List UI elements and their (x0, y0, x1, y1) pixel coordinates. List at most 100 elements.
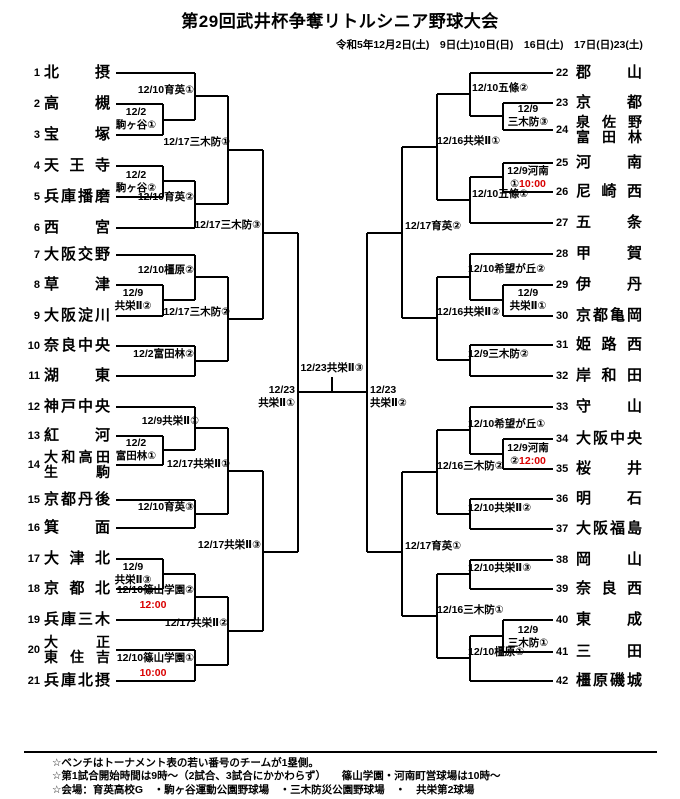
team-number: 11 (28, 370, 40, 382)
tournament-dates: 令和5年12月2日(土) 9日(土)10日(日) 16日(土) 17日(日)23… (336, 39, 643, 51)
team-name: 大正東住吉 (44, 634, 110, 665)
team-number: 35 (556, 463, 569, 475)
team-number: 37 (556, 523, 569, 535)
team-name: 橿原磯城 (576, 672, 642, 689)
team-number: 5 (33, 191, 40, 203)
game-time: 10:00 (519, 178, 546, 190)
team-name: 奈良西 (576, 580, 642, 597)
match-label: 12/17共栄Ⅱ③ (197, 539, 261, 551)
team-name: 奈良中央 (44, 337, 110, 354)
team-number: 28 (556, 248, 569, 260)
match-label: 12/9共栄Ⅱ① (141, 415, 199, 427)
team-name: 大阪交野 (44, 246, 110, 263)
footer-notes: ☆ベンチはトーナメント表の若い番号のチームが1塁側。 ☆第1試合開始時間は9時～… (52, 757, 501, 797)
page-title: 第29回武井杯争奪リトルシニア野球大会 (181, 12, 499, 31)
match-label: 12/10五條① (472, 188, 529, 200)
team-name: 桜井 (576, 460, 642, 477)
team-number: 2 (33, 98, 40, 110)
team-number: 25 (556, 157, 569, 169)
match-label: 12/10篠山学園① (116, 652, 194, 664)
match-label: 12/16共栄Ⅱ② (437, 306, 501, 318)
team-number: 23 (556, 97, 569, 109)
match-label: 12/9三木防② (468, 348, 529, 360)
team-number: 36 (556, 493, 569, 505)
team-name: 草津 (44, 276, 110, 293)
match-label: 12/10育英① (137, 84, 194, 96)
match-label: 12/17育英② (405, 220, 462, 232)
match-label: 12/17共栄Ⅱ① (166, 458, 230, 470)
team-name: 京都亀岡 (576, 307, 642, 324)
team-name: 大阪淀川 (44, 307, 110, 324)
team-name: 西宮 (44, 219, 110, 236)
match-label: 12/2 駒ヶ谷② (115, 169, 157, 194)
match-label: 12/10橿原② (137, 264, 194, 276)
match-label: 12/10希望が丘② (468, 263, 546, 275)
team-name: 甲賀 (576, 245, 642, 262)
team-number: 31 (556, 339, 569, 351)
team-number: 32 (556, 370, 569, 382)
team-name: 高槻 (44, 95, 110, 112)
team-number: 12 (27, 401, 40, 413)
match-label: 12:00 (140, 599, 167, 612)
team-number: 17 (27, 553, 40, 565)
match-label: 12/16三木防② (437, 460, 504, 472)
team-number: 4 (33, 160, 40, 172)
team-name: 宝塚 (44, 126, 110, 143)
game-time: 10:00 (139, 667, 167, 679)
match-label: 12/10共栄Ⅱ② (468, 502, 532, 514)
team-number: 19 (27, 614, 40, 626)
match-label: 12/10希望が丘① (468, 418, 546, 430)
team-number: 14 (27, 459, 40, 471)
team-number: 8 (33, 279, 40, 291)
match-label: 12/2 富田林① (115, 437, 157, 462)
team-number: 29 (556, 279, 569, 291)
team-number: 6 (33, 222, 40, 234)
team-name: 郡山 (576, 64, 642, 81)
team-number: 27 (556, 217, 569, 229)
team-number: 26 (556, 186, 569, 198)
match-label: 12/17三木防① (163, 136, 230, 148)
team-name: 大津北 (44, 550, 110, 567)
match-label: 12/10育英② (137, 191, 194, 203)
match-label: 12/16三木防① (437, 604, 504, 616)
team-name: 京都 (576, 94, 642, 111)
team-name: 岸和田 (576, 367, 642, 384)
match-label: 12/17育英① (405, 540, 462, 552)
match-label: 12/10五條② (472, 82, 529, 94)
team-number: 38 (556, 554, 569, 566)
bracket-right-structure (366, 73, 504, 681)
team-number: 42 (556, 675, 569, 687)
team-number: 33 (556, 401, 569, 413)
team-name: 姫路西 (576, 336, 642, 353)
bracket-left-team-lines (116, 72, 195, 682)
match-label: 12/10育英③ (137, 501, 194, 513)
team-number: 10 (27, 340, 40, 352)
team-number: 39 (556, 583, 569, 595)
team-name: 尼崎西 (576, 183, 642, 200)
footer-note: ☆第1試合開始時間は9時～（2試合、3試合にかかわらず） 篠山学園・河南町営球場… (52, 770, 501, 783)
team-number: 22 (556, 67, 569, 79)
team-number: 40 (556, 614, 569, 626)
team-number: 3 (33, 129, 40, 141)
match-label: 12/9河南 ②12:00 (507, 442, 549, 467)
team-number: 24 (556, 124, 569, 136)
team-name: 兵庫播磨 (44, 188, 110, 205)
footer-note: ☆会場：育英高校G ・駒ヶ谷運動公園野球場 ・三木防災公園野球場 ・ 共栄第2球… (52, 783, 475, 796)
team-name: 明石 (576, 490, 642, 507)
team-number: 13 (27, 430, 40, 442)
team-name: 大阪福島 (576, 520, 642, 537)
team-name: 紅河 (44, 427, 110, 444)
match-label: 12/10橿原① (468, 646, 525, 658)
team-name: 箕面 (44, 519, 110, 536)
team-name: 京都丹後 (44, 491, 110, 508)
team-number: 1 (33, 67, 40, 79)
team-name: 京都北 (44, 580, 110, 597)
match-label: 12/17三木防③ (194, 219, 261, 231)
team-number: 41 (556, 646, 569, 658)
team-name: 兵庫三木 (44, 611, 110, 628)
match-label: 10:00 (140, 667, 167, 680)
team-name: 神戸中央 (44, 398, 110, 415)
